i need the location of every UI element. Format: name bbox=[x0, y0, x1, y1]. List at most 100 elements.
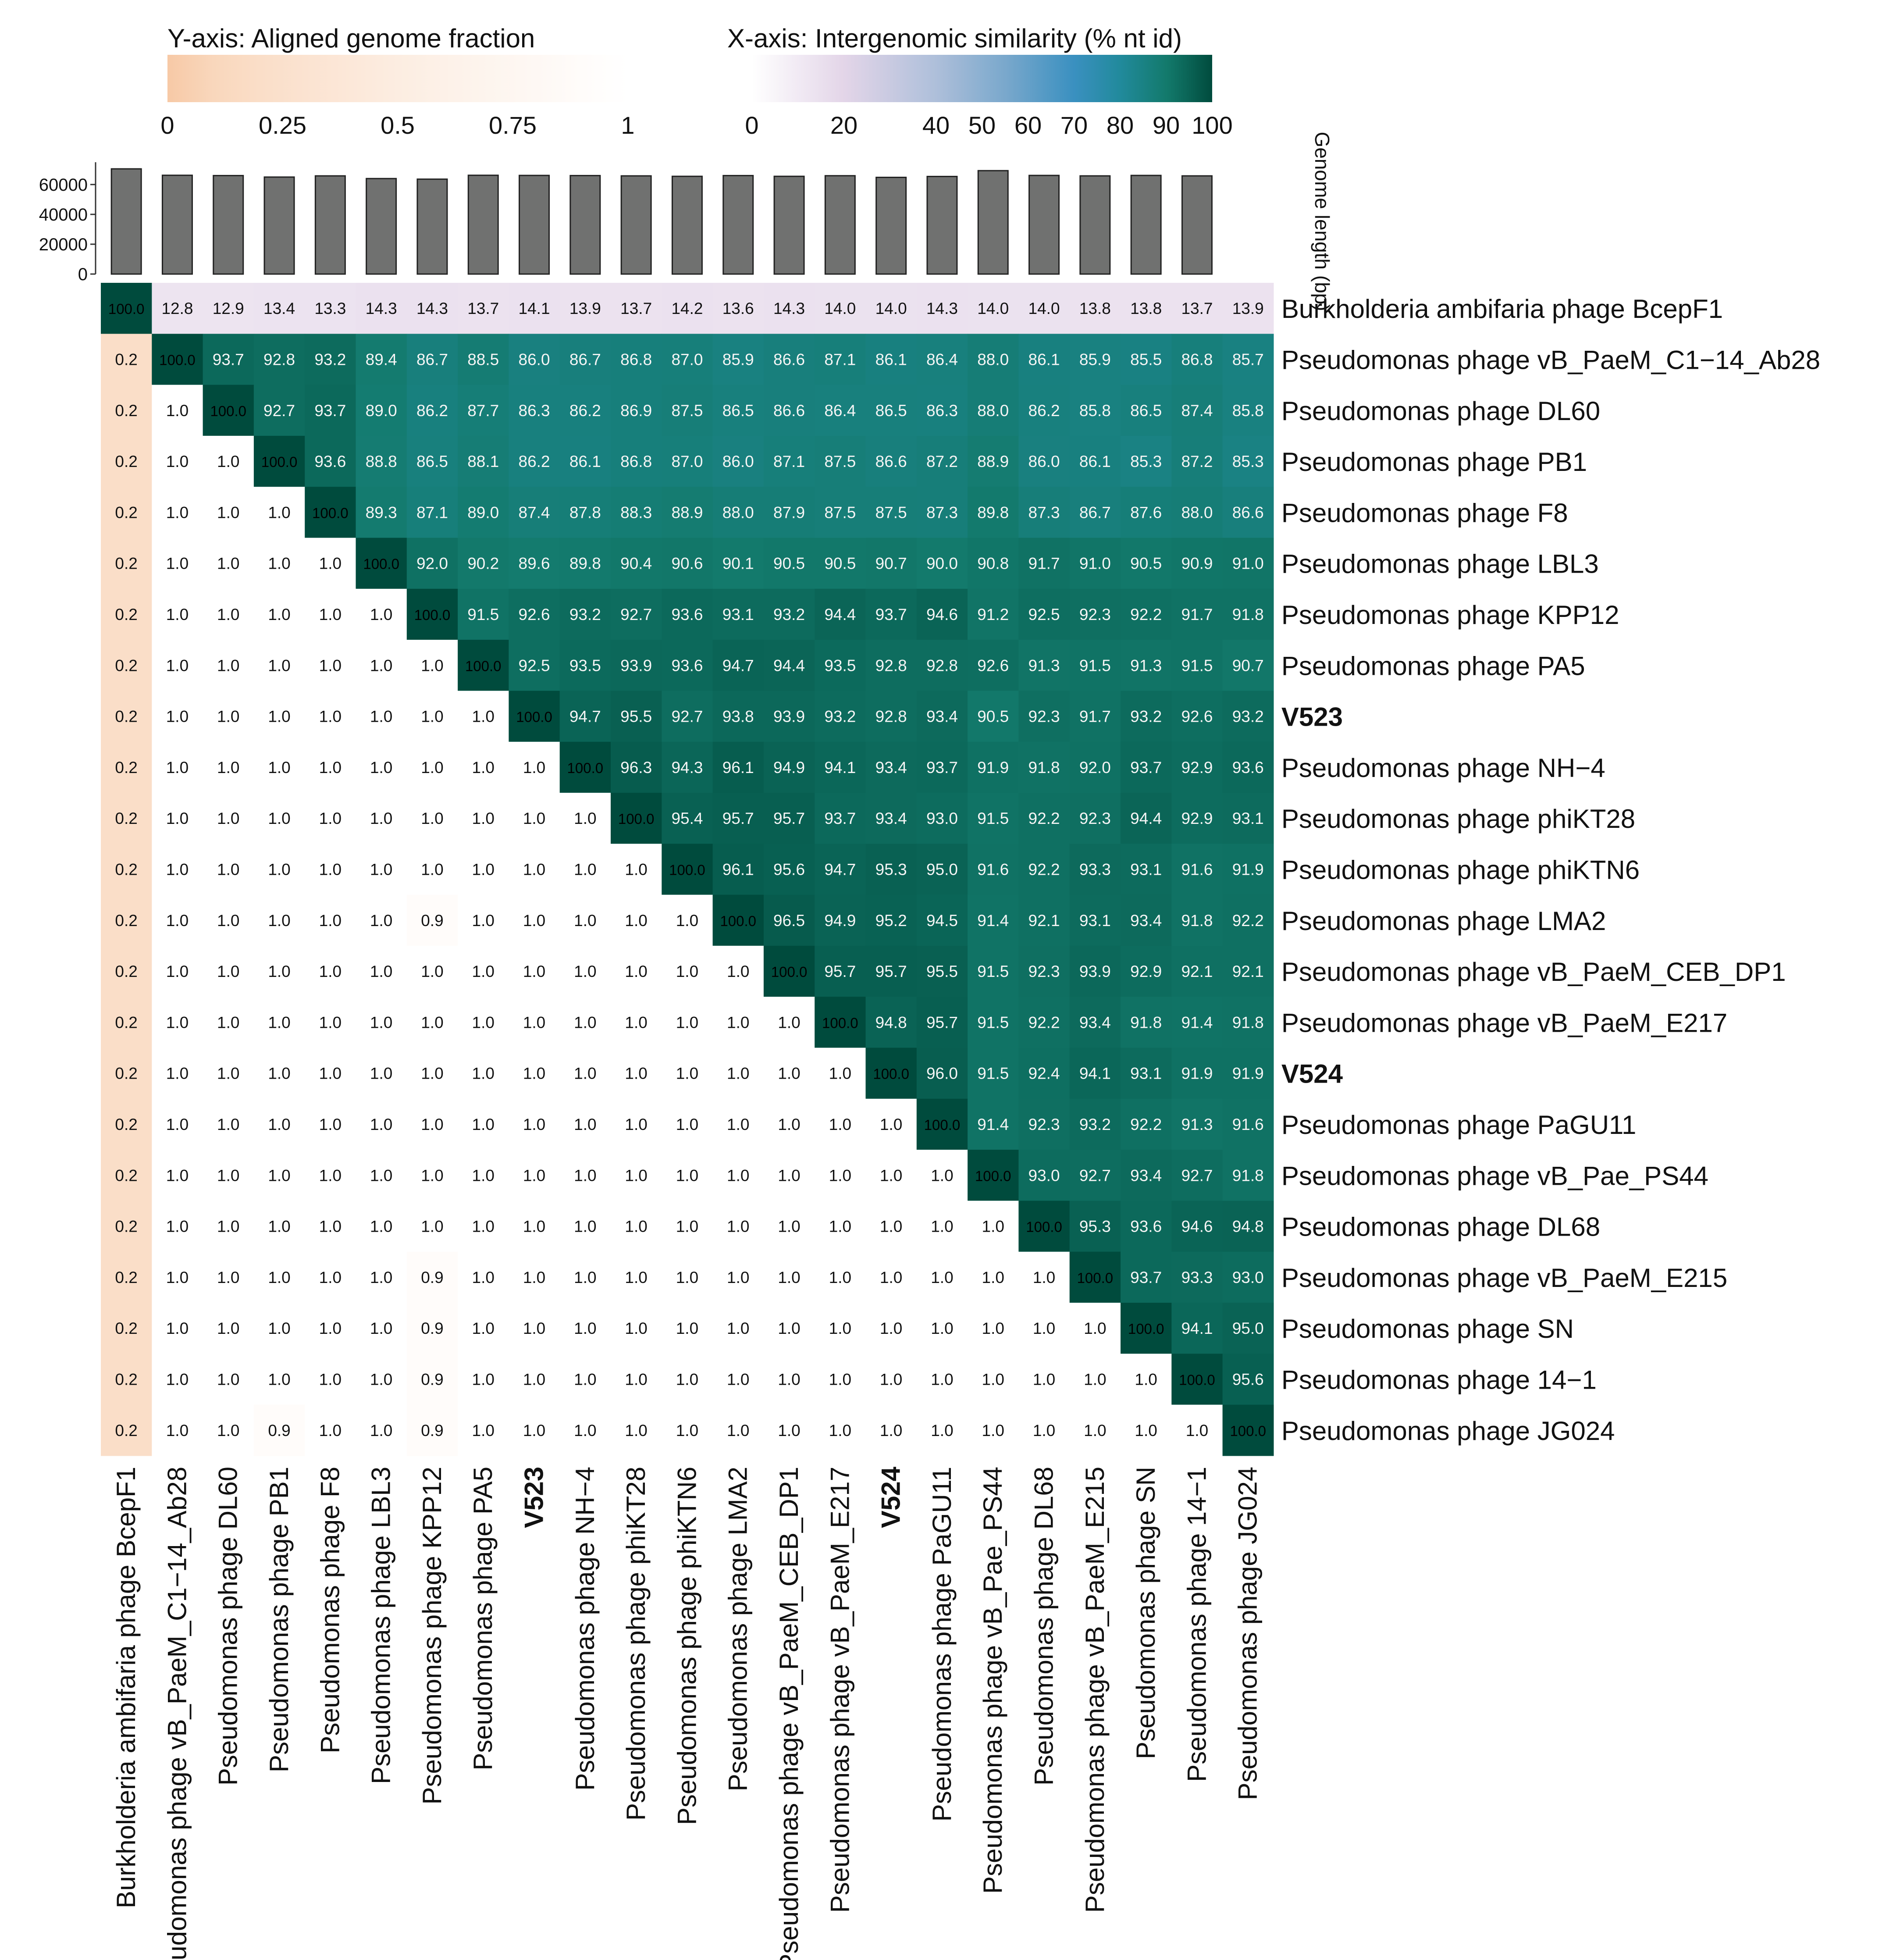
heatmap-cell bbox=[305, 1303, 356, 1354]
cell-value: 1.0 bbox=[421, 860, 443, 878]
cell-value: 87.8 bbox=[569, 503, 601, 521]
heatmap-cell bbox=[101, 334, 152, 385]
cell-value: 1.0 bbox=[625, 1166, 647, 1184]
heatmap-cell bbox=[1171, 283, 1223, 334]
heatmap-cell bbox=[1069, 283, 1121, 334]
heatmap-cell bbox=[763, 588, 815, 640]
cell-value: 1.0 bbox=[880, 1370, 902, 1388]
heatmap-cell bbox=[253, 334, 305, 385]
cell-value: 1.0 bbox=[778, 1065, 800, 1083]
heatmap-cell bbox=[253, 283, 305, 334]
row-label-6-pseudomonas-phage-kpp12: Pseudomonas phage KPP12 bbox=[1281, 600, 1619, 630]
cell-value: 93.2 bbox=[1130, 708, 1162, 726]
heatmap-cell bbox=[559, 1251, 611, 1303]
cell-value: 93.6 bbox=[314, 453, 346, 470]
cell-value: 1.0 bbox=[625, 1370, 647, 1388]
cell-value: 1.0 bbox=[217, 860, 239, 878]
cell-value: 93.3 bbox=[1079, 860, 1111, 878]
cell-value: 1.0 bbox=[727, 1166, 749, 1184]
heatmap-cell bbox=[203, 1201, 254, 1252]
heatmap-cell bbox=[152, 1048, 203, 1099]
cell-value: 100.0 bbox=[1230, 1423, 1266, 1439]
cell-value: 1.0 bbox=[523, 860, 545, 878]
cell-value: 100.0 bbox=[1179, 1372, 1215, 1388]
cell-value: 86.7 bbox=[1079, 503, 1111, 521]
heatmap-cell bbox=[203, 997, 254, 1048]
cell-value: 91.8 bbox=[1232, 1166, 1264, 1184]
cell-value: 1.0 bbox=[472, 1218, 495, 1236]
cell-value: 13.6 bbox=[722, 299, 754, 317]
heatmap-cell bbox=[1222, 1098, 1274, 1150]
cell-value: 89.0 bbox=[467, 503, 499, 521]
cell-value: 91.5 bbox=[977, 962, 1009, 980]
cell-value: 93.9 bbox=[620, 656, 652, 674]
heatmap-cell bbox=[458, 1098, 509, 1150]
cell-value: 92.4 bbox=[1028, 1065, 1060, 1083]
heatmap-cell bbox=[305, 487, 356, 538]
cell-value: 91.5 bbox=[977, 1065, 1009, 1083]
heatmap-cell bbox=[763, 538, 815, 589]
cell-value: 0.2 bbox=[115, 708, 137, 726]
cell-value: 92.7 bbox=[671, 708, 703, 726]
genome-length-bar bbox=[875, 177, 907, 275]
heatmap-cell bbox=[1069, 640, 1121, 691]
heatmap-cell bbox=[865, 1201, 917, 1252]
heatmap-cell bbox=[101, 1201, 152, 1252]
heatmap-cell bbox=[763, 1303, 815, 1354]
heatmap-cell bbox=[968, 691, 1019, 742]
heatmap-cell bbox=[916, 1098, 968, 1150]
heatmap-cell bbox=[101, 1404, 152, 1456]
cell-value: 1.0 bbox=[574, 912, 596, 930]
cell-value: 1.0 bbox=[319, 656, 342, 674]
cell-value: 95.6 bbox=[1232, 1370, 1264, 1388]
heatmap-cell bbox=[356, 1303, 407, 1354]
cell-value: 94.7 bbox=[722, 656, 754, 674]
heatmap-cell bbox=[662, 1354, 713, 1405]
cell-value: 1.0 bbox=[268, 1115, 290, 1133]
heatmap-cell bbox=[253, 793, 305, 844]
cell-value: 1.0 bbox=[778, 1370, 800, 1388]
legend-y-tick: 0 bbox=[160, 111, 174, 139]
cell-value: 1.0 bbox=[319, 759, 342, 777]
cell-value: 92.2 bbox=[1130, 1115, 1162, 1133]
cell-value: 1.0 bbox=[319, 1370, 342, 1388]
cell-value: 100.0 bbox=[261, 454, 298, 470]
heatmap-cell bbox=[815, 487, 866, 538]
cell-value: 85.7 bbox=[1232, 350, 1264, 368]
legend-y-title: Y-axis: Aligned genome fraction bbox=[167, 24, 535, 53]
row-label-3-pseudomonas-phage-pb1: Pseudomonas phage PB1 bbox=[1281, 447, 1587, 477]
heatmap-cell bbox=[101, 640, 152, 691]
cell-value: 0.2 bbox=[115, 1422, 137, 1440]
row-label-13-pseudomonas-phage-vb-paem-ceb-dp1: Pseudomonas phage vB_PaeM_CEB_DP1 bbox=[1281, 957, 1786, 987]
heatmap-cell bbox=[712, 538, 764, 589]
cell-value: 86.4 bbox=[926, 350, 958, 368]
cell-value: 93.1 bbox=[1232, 809, 1264, 827]
cell-value: 1.0 bbox=[931, 1269, 953, 1286]
heatmap-cell bbox=[559, 894, 611, 946]
cell-value: 1.0 bbox=[166, 656, 189, 674]
cell-value: 1.0 bbox=[574, 1115, 596, 1133]
cell-value: 87.5 bbox=[824, 503, 856, 521]
cell-value: 92.5 bbox=[1028, 606, 1060, 624]
heatmap-cell bbox=[815, 334, 866, 385]
cell-value: 0.2 bbox=[115, 1166, 137, 1184]
heatmap-cell bbox=[611, 844, 662, 895]
cell-value: 94.6 bbox=[1181, 1218, 1213, 1236]
heatmap-cell bbox=[253, 487, 305, 538]
heatmap-cell bbox=[968, 334, 1019, 385]
legend-y-tick: 1 bbox=[621, 111, 634, 139]
heatmap-cell bbox=[662, 334, 713, 385]
cell-value: 1.0 bbox=[676, 1370, 698, 1388]
heatmap-cell bbox=[305, 1354, 356, 1405]
heatmap-cell bbox=[406, 1404, 458, 1456]
heatmap-cell bbox=[1222, 1251, 1274, 1303]
heatmap-cell bbox=[865, 588, 917, 640]
heatmap-cell bbox=[1018, 283, 1070, 334]
heatmap-cell bbox=[253, 945, 305, 997]
heatmap-cell bbox=[1069, 487, 1121, 538]
cell-value: 91.9 bbox=[977, 759, 1009, 777]
heatmap-cell bbox=[1018, 894, 1070, 946]
cell-value: 100.0 bbox=[1077, 1270, 1114, 1286]
heatmap-cell bbox=[815, 1098, 866, 1150]
heatmap-cell bbox=[458, 334, 509, 385]
